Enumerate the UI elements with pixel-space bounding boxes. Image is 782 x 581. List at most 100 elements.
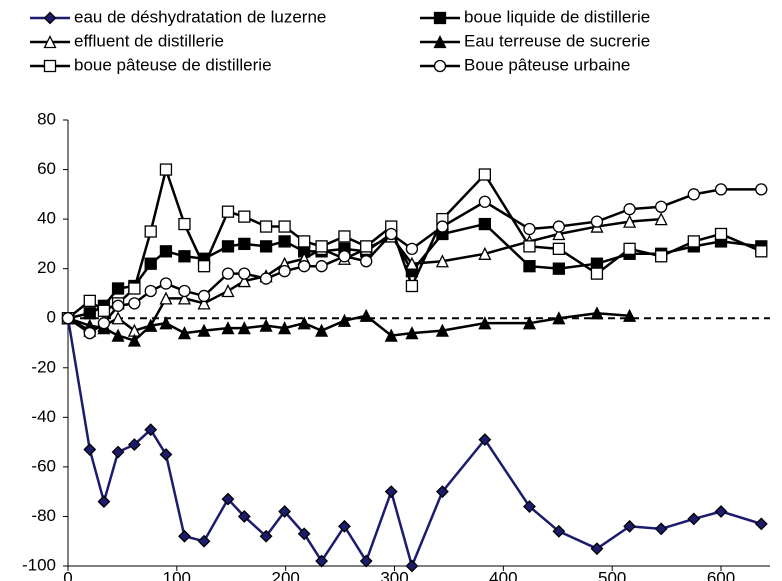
marker	[144, 225, 157, 238]
marker	[623, 203, 636, 216]
marker	[83, 326, 96, 340]
marker	[338, 519, 351, 533]
marker	[97, 304, 111, 317]
marker	[405, 242, 419, 255]
marker	[278, 220, 291, 233]
marker	[127, 438, 141, 452]
marker	[687, 512, 701, 526]
marker	[278, 264, 291, 278]
marker	[61, 312, 75, 325]
marker	[478, 246, 492, 260]
marker	[436, 220, 449, 233]
marker	[197, 260, 211, 273]
marker	[405, 326, 419, 340]
marker	[144, 257, 157, 270]
marker	[238, 267, 251, 280]
marker	[359, 308, 373, 322]
marker	[714, 505, 728, 518]
legend-label: eau de déshydratation de luzerne	[74, 7, 326, 26]
marker	[178, 217, 191, 231]
marker	[97, 495, 111, 508]
marker	[197, 323, 211, 337]
marker	[178, 250, 191, 263]
marker	[97, 317, 111, 330]
marker	[714, 183, 728, 196]
marker	[237, 321, 251, 335]
marker	[298, 235, 311, 248]
marker	[315, 323, 329, 337]
marker	[127, 333, 141, 347]
marker	[360, 240, 373, 253]
marker	[237, 510, 251, 523]
y-tick-label: -60	[31, 456, 56, 475]
marker	[298, 260, 311, 273]
marker	[159, 291, 173, 305]
marker	[384, 485, 398, 499]
x-tick-label: 0	[63, 568, 72, 581]
marker	[433, 35, 447, 49]
marker	[159, 448, 173, 461]
marker	[111, 299, 125, 312]
marker	[177, 326, 192, 340]
marker	[552, 262, 566, 275]
marker	[297, 316, 311, 330]
marker	[623, 308, 637, 322]
y-tick-label: -40	[31, 407, 56, 426]
marker	[523, 260, 536, 273]
y-tick-label: 0	[47, 308, 56, 327]
marker	[687, 188, 700, 201]
marker	[221, 492, 235, 506]
legend-label: boue pâteuse de distillerie	[74, 55, 272, 74]
marker	[259, 240, 273, 253]
marker	[278, 321, 292, 335]
marker	[338, 230, 351, 243]
marker	[623, 519, 637, 533]
marker	[552, 227, 566, 241]
marker	[128, 282, 141, 295]
marker	[478, 316, 492, 330]
marker	[259, 318, 273, 332]
marker	[755, 245, 768, 258]
marker	[478, 433, 492, 447]
marker	[385, 227, 398, 241]
marker	[590, 542, 604, 556]
marker	[714, 227, 728, 241]
marker	[360, 255, 373, 268]
legend-label: Eau terreuse de sucrerie	[464, 31, 650, 50]
marker	[159, 316, 173, 330]
marker	[405, 279, 419, 293]
marker	[197, 296, 211, 310]
marker	[337, 313, 351, 327]
y-tick-label: -80	[31, 506, 56, 525]
y-tick-label: 20	[37, 258, 56, 277]
marker	[687, 235, 700, 248]
marker	[221, 267, 235, 280]
x-tick-label: 200	[271, 568, 299, 581]
legend-label: boue liquide de distillerie	[464, 7, 650, 26]
marker	[278, 235, 291, 248]
marker	[111, 311, 125, 325]
x-tick-label: 500	[598, 568, 626, 581]
marker	[478, 195, 491, 208]
marker	[197, 289, 211, 303]
marker	[590, 215, 604, 228]
marker	[523, 222, 536, 236]
marker	[221, 240, 235, 253]
marker	[590, 306, 604, 320]
marker	[435, 323, 449, 337]
marker	[315, 240, 328, 253]
marker	[433, 11, 447, 25]
x-tick-label: 600	[707, 568, 735, 581]
marker	[111, 282, 125, 295]
marker	[221, 284, 235, 298]
marker	[552, 220, 566, 233]
marker	[237, 274, 251, 288]
marker	[754, 517, 768, 531]
marker	[221, 321, 235, 335]
marker	[522, 316, 537, 330]
legend-label: Boue pâteuse urbaine	[464, 55, 630, 74]
marker	[159, 163, 173, 176]
marker	[178, 284, 191, 298]
marker	[177, 291, 192, 305]
